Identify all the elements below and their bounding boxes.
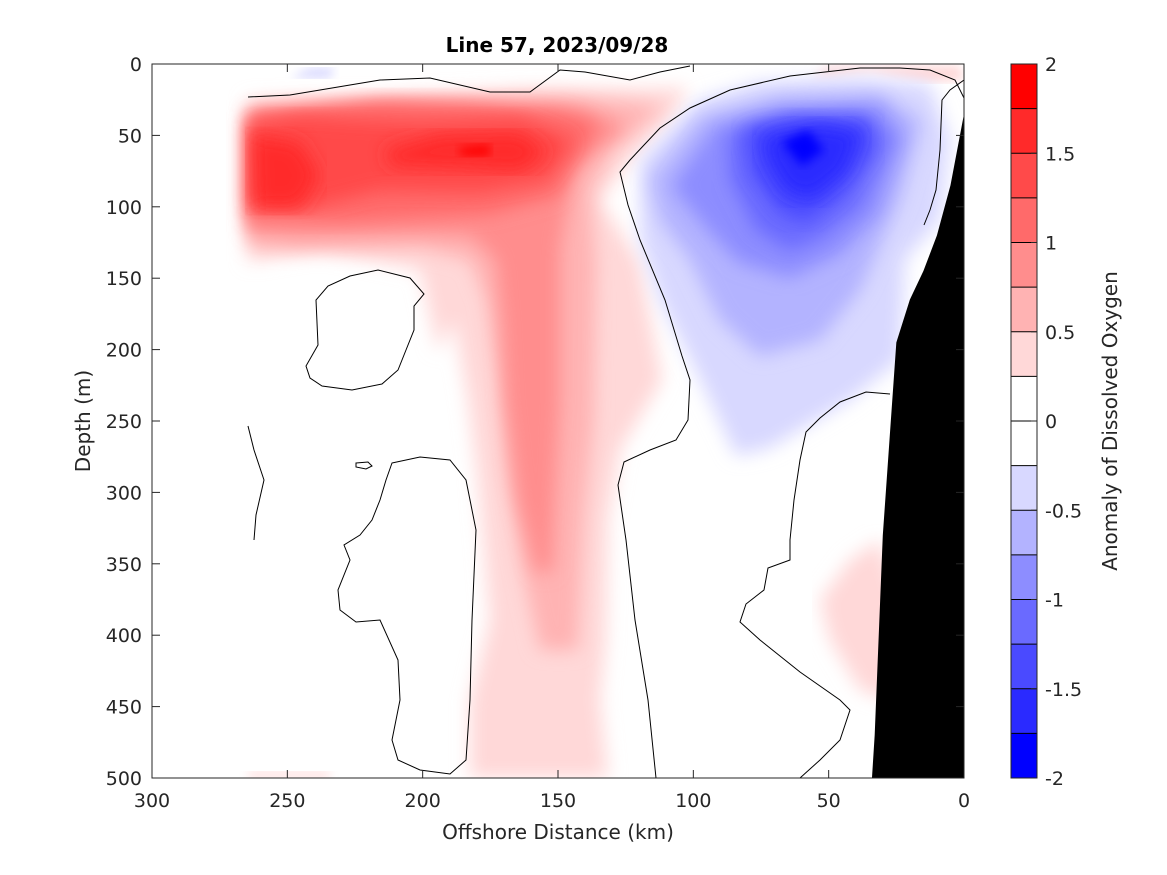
positive-level-1.5 [252, 134, 320, 208]
colorbar-label: Anomaly of Dissolved Oxygen [1098, 271, 1122, 571]
colorbar-tick-label: 1.5 [1045, 143, 1075, 165]
colorbar-level [1011, 510, 1037, 555]
y-tick-label: 400 [106, 625, 142, 647]
x-tick-label: 250 [269, 790, 305, 812]
colorbar-tick-label: -0.5 [1045, 500, 1082, 522]
x-axis-ticks: 300 250 200 150 100 50 0 [134, 64, 970, 812]
surface-negative-patch [290, 68, 335, 78]
colorbar-level [1011, 733, 1037, 778]
colorbar [1010, 63, 1038, 779]
positive-bottom-patch [248, 772, 330, 778]
colorbar-level [1011, 554, 1037, 600]
colorbar-level [1011, 197, 1037, 243]
positive-level-0.75 [248, 108, 626, 572]
y-tick-label: 0 [130, 54, 142, 76]
y-tick-label: 450 [106, 697, 142, 719]
colorbar-ticks: 2 1.5 1 0.5 0 -0.5 -1 -1.5 -2 [1031, 54, 1082, 790]
x-tick-label: 200 [405, 790, 441, 812]
x-tick-label: 300 [134, 790, 170, 812]
y-tick-label: 300 [106, 482, 142, 504]
colorbar-tick-label: -2 [1045, 768, 1064, 790]
y-tick-label: 50 [118, 125, 142, 147]
zero-contour-shelf [617, 67, 964, 778]
zero-contour-left-island [305, 269, 425, 391]
y-tick-label: 200 [106, 340, 142, 362]
colorbar-level [1011, 64, 1037, 109]
y-axis-label: Depth (m) [71, 370, 95, 472]
y-tick-label: 150 [106, 268, 142, 290]
zero-contour-left-edge [247, 425, 265, 541]
colorbar-tick-label: 1 [1045, 233, 1057, 255]
colorbar-level [1011, 599, 1037, 645]
zero-contour-coast [923, 79, 964, 226]
colorbar-level [1011, 465, 1037, 511]
zero-contour-right-lower [739, 391, 891, 778]
zero-contour-small-loop [355, 461, 373, 470]
colorbar-tick-label: 2 [1045, 54, 1057, 76]
negative-peak-core [782, 130, 824, 166]
x-tick-label: 0 [958, 790, 970, 812]
colorbar-level [1011, 376, 1037, 421]
colorbar-level [1011, 242, 1037, 288]
colorbar-tick-label: 0 [1045, 411, 1057, 433]
colorbar-tick-label: -1.5 [1045, 679, 1082, 701]
colorbar-level [1011, 644, 1037, 689]
seafloor-bathymetry [871, 113, 964, 779]
colorbar-level [1011, 421, 1037, 466]
colorbar-level [1011, 108, 1037, 154]
colorbar-level [1011, 688, 1037, 734]
colorbar-level [1011, 331, 1037, 377]
y-axis-ticks: 0 50 100 150 200 250 300 350 400 450 500 [106, 54, 964, 790]
zero-contour-left-lower [337, 456, 477, 775]
y-tick-label: 250 [106, 411, 142, 433]
colorbar-level [1011, 287, 1037, 332]
anomaly-field [248, 66, 964, 778]
zero-contour-lines [247, 65, 964, 778]
y-tick-label: 350 [106, 554, 142, 576]
colorbar-tick-label: -1 [1045, 590, 1064, 612]
colorbar-level [1011, 153, 1037, 198]
y-tick-label: 500 [106, 768, 142, 790]
colorbar-tick-label: 0.5 [1045, 322, 1075, 344]
zero-contour-top [247, 65, 691, 98]
x-axis-label: Offshore Distance (km) [442, 820, 674, 844]
x-tick-label: 100 [675, 790, 711, 812]
chart-title: Line 57, 2023/09/28 [446, 33, 669, 57]
y-tick-label: 100 [106, 197, 142, 219]
x-tick-label: 150 [540, 790, 576, 812]
x-tick-label: 50 [817, 790, 841, 812]
positive-peak-core [458, 144, 490, 156]
